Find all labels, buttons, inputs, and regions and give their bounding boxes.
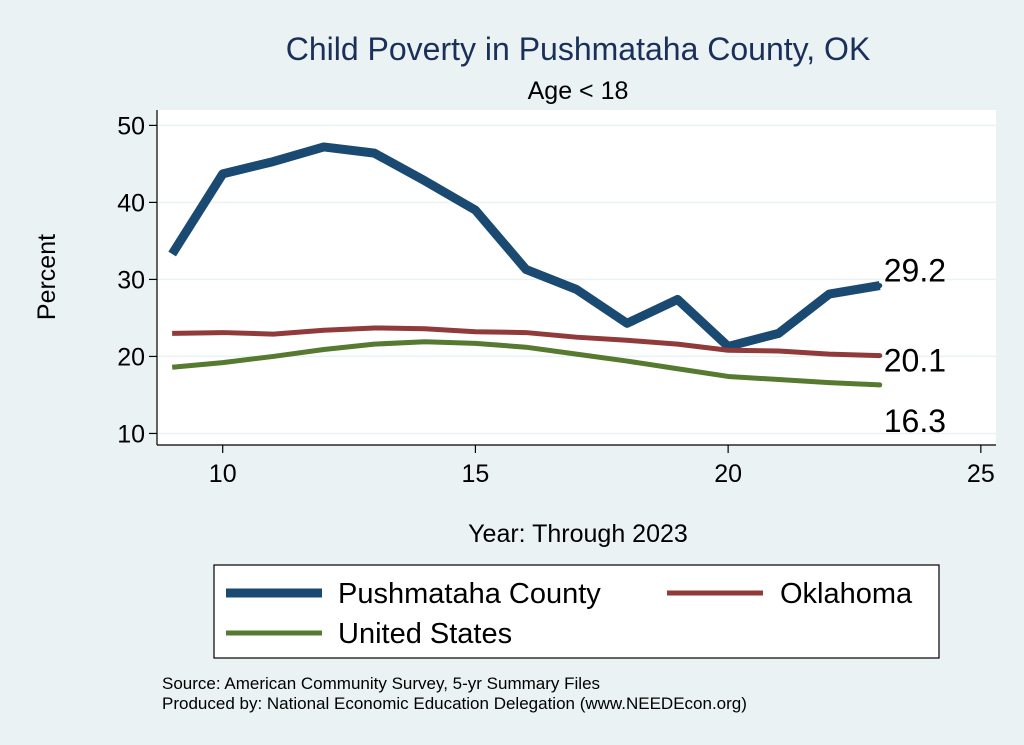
produced-note: Produced by: National Economic Education… — [162, 694, 747, 713]
chart-title: Child Poverty in Pushmataha County, OK — [286, 31, 871, 67]
y-tick-label: 30 — [117, 266, 145, 294]
end-value-label: 20.1 — [884, 343, 946, 379]
x-tick-label: 20 — [714, 460, 742, 488]
x-tick-label: 10 — [209, 460, 237, 488]
y-axis-ticks: 10 20 30 40 50 — [117, 112, 157, 448]
x-axis-ticks: 10 15 20 25 — [209, 445, 995, 488]
series-line-united-states — [171, 339, 880, 388]
y-tick-label: 40 — [117, 189, 145, 217]
legend-label: United States — [338, 618, 512, 650]
series-end-point — [877, 353, 883, 359]
x-tick-label: 25 — [967, 460, 995, 488]
plot-area — [157, 110, 996, 445]
series-lines — [168, 142, 883, 388]
legend-entries: Pushmataha County Oklahoma United States — [226, 578, 913, 650]
series-end-point — [877, 283, 883, 289]
y-tick-label: 50 — [117, 112, 145, 140]
end-labels: 29.2 20.1 16.3 — [884, 253, 946, 439]
chart-subtitle: Age < 18 — [528, 77, 629, 105]
legend-label: Pushmataha County — [338, 578, 601, 610]
end-value-label: 16.3 — [884, 403, 946, 439]
series-line-oklahoma — [172, 325, 880, 359]
source-note: Source: American Community Survey, 5-yr … — [162, 674, 600, 693]
x-axis-label: Year: Through 2023 — [468, 520, 688, 548]
y-tick-label: 20 — [117, 343, 145, 371]
y-tick-label: 10 — [117, 420, 145, 448]
series-line-pushmataha-county — [168, 142, 881, 351]
series-end-point — [877, 382, 883, 388]
x-tick-label: 15 — [462, 460, 490, 488]
end-value-label: 29.2 — [884, 253, 946, 289]
y-axis-label: Percent — [33, 234, 61, 320]
legend — [213, 564, 940, 659]
legend-label: Oklahoma — [780, 578, 913, 610]
